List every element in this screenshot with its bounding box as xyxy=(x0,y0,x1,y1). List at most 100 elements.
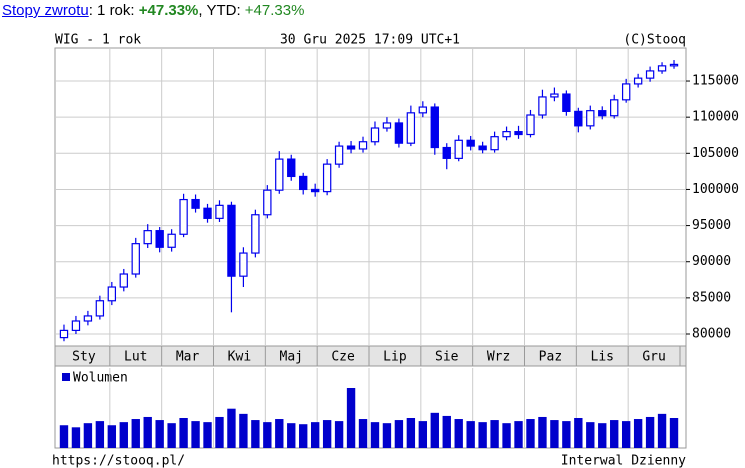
candle-body xyxy=(167,233,176,248)
candle-body xyxy=(382,122,392,129)
candle-body xyxy=(215,204,224,219)
candle-body xyxy=(287,158,296,178)
volume-bar xyxy=(598,423,607,448)
footer-right: Interwal Dzienny xyxy=(561,454,686,468)
volume-bar xyxy=(657,413,667,448)
returns-text: , YTD: xyxy=(198,2,245,19)
candle-body xyxy=(478,145,487,151)
footer-left: https://stooq.pl/ xyxy=(52,454,185,468)
candle-body xyxy=(514,131,523,136)
volume-bar xyxy=(406,418,416,448)
candle-body xyxy=(406,112,416,144)
volume-bar xyxy=(83,423,93,448)
volume-bar xyxy=(514,421,523,448)
candle-body xyxy=(633,77,643,85)
volume-bar xyxy=(669,418,679,448)
candle-body xyxy=(610,99,619,117)
candle-body xyxy=(59,329,69,339)
volume-bar xyxy=(191,421,200,448)
legend-label: Wolumen xyxy=(73,371,128,386)
candle-body xyxy=(95,300,105,317)
y-tick-label: 95000 xyxy=(692,218,731,233)
x-tick-label: Wrz xyxy=(487,350,510,365)
volume-bar xyxy=(478,422,487,448)
volume-bar xyxy=(203,422,212,448)
volume-bar xyxy=(358,419,368,448)
y-tick-label: 85000 xyxy=(692,290,731,305)
chart-source: (C)Stooq xyxy=(623,33,686,48)
candle-body xyxy=(358,141,368,150)
candle-body xyxy=(143,230,152,245)
candle-body xyxy=(418,106,428,114)
volume-bar xyxy=(610,420,619,448)
volume-bar xyxy=(346,388,356,448)
candle-body xyxy=(239,252,248,277)
volume-bar xyxy=(310,422,320,448)
volume-bar xyxy=(179,418,188,448)
candle-body xyxy=(251,214,260,254)
candle-body xyxy=(562,93,571,112)
chart-frame xyxy=(54,47,687,449)
candle-body xyxy=(550,93,559,98)
x-tick-label: Paz xyxy=(539,350,562,365)
x-tick-label: Sie xyxy=(435,350,459,365)
volume-bar xyxy=(119,422,128,448)
x-tick-label: Kwi xyxy=(228,350,251,365)
volume-bar xyxy=(418,421,428,448)
x-tick-label: Cze xyxy=(331,350,355,365)
candle-body xyxy=(466,139,475,147)
candle-body xyxy=(526,114,535,136)
candle-body xyxy=(179,198,188,235)
candle-body xyxy=(538,96,547,116)
returns-bar: Stopy zwrotu: 1 rok: +47.33%, YTD: +47.3… xyxy=(2,2,304,19)
volume-bar xyxy=(490,420,499,448)
volume-bar xyxy=(538,416,547,448)
volume-bar xyxy=(394,420,404,448)
volume-bar xyxy=(95,421,105,448)
volume-bar xyxy=(251,420,260,448)
legend-swatch xyxy=(62,373,70,381)
candle-body xyxy=(83,315,93,322)
returns-link[interactable]: Stopy zwrotu xyxy=(2,2,89,19)
month-strip xyxy=(54,345,687,367)
x-tick-label: Lut xyxy=(124,350,147,365)
x-tick-label: Maj xyxy=(280,350,303,365)
candle-body xyxy=(203,207,212,219)
volume-bar xyxy=(645,416,655,448)
candle-body xyxy=(322,163,332,193)
volume-bar xyxy=(131,419,140,448)
volume-bar xyxy=(71,427,81,448)
volume-bar xyxy=(227,408,236,448)
candle-body xyxy=(490,136,499,151)
volume-bar xyxy=(562,421,571,448)
candle-body xyxy=(107,286,117,302)
candle-body xyxy=(346,145,356,150)
candle-body xyxy=(586,110,595,127)
volume-bar xyxy=(454,419,463,448)
volume-bar xyxy=(334,421,344,448)
x-tick-label: Lis xyxy=(591,350,614,365)
candle-body xyxy=(191,198,200,209)
volume-bar xyxy=(239,413,248,448)
candle-body xyxy=(454,139,463,159)
volume-bar xyxy=(586,422,595,448)
volume-bar xyxy=(275,419,284,448)
candle-body xyxy=(131,243,140,275)
candle-body xyxy=(657,65,667,72)
candle-body xyxy=(574,110,583,127)
candle-body xyxy=(430,106,439,149)
chart-title: WIG - 1 rok xyxy=(55,33,141,48)
y-tick-label: 80000 xyxy=(692,327,731,342)
chart-subtitle: 30 Gru 2025 17:09 UTC+1 xyxy=(280,33,460,48)
y-tick-label: 115000 xyxy=(692,74,739,89)
candle-body xyxy=(227,204,236,277)
volume-bar xyxy=(299,424,308,448)
volume-bar xyxy=(263,422,272,448)
y-tick-label: 100000 xyxy=(692,182,739,197)
candle-body xyxy=(669,63,679,67)
volume-bar xyxy=(322,420,332,448)
return-1y: +47.33% xyxy=(138,2,199,19)
candle-body xyxy=(310,188,320,193)
volume-bar xyxy=(59,425,69,448)
